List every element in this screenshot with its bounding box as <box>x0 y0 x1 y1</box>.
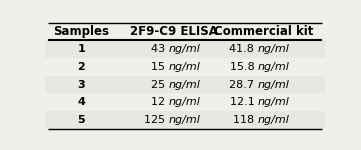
Text: 4: 4 <box>78 97 86 107</box>
Text: ng/ml: ng/ml <box>168 62 200 72</box>
Text: 1: 1 <box>78 44 85 54</box>
Text: 125: 125 <box>144 115 168 125</box>
Text: ng/ml: ng/ml <box>168 80 200 90</box>
FancyBboxPatch shape <box>45 23 325 40</box>
Text: 3: 3 <box>78 80 85 90</box>
Text: ng/ml: ng/ml <box>168 97 200 107</box>
Text: ng/ml: ng/ml <box>258 62 290 72</box>
Text: Samples: Samples <box>53 25 109 38</box>
Text: 15: 15 <box>151 62 168 72</box>
FancyBboxPatch shape <box>45 93 325 111</box>
FancyBboxPatch shape <box>45 40 325 58</box>
Text: 43: 43 <box>151 44 168 54</box>
Text: ng/ml: ng/ml <box>258 97 290 107</box>
FancyBboxPatch shape <box>45 111 325 129</box>
Text: 15.8: 15.8 <box>230 62 258 72</box>
Text: ng/ml: ng/ml <box>168 115 200 125</box>
Text: 2: 2 <box>78 62 85 72</box>
Text: ng/ml: ng/ml <box>258 44 290 54</box>
Text: 28.7: 28.7 <box>229 80 258 90</box>
Text: 12.1: 12.1 <box>230 97 258 107</box>
Text: 118: 118 <box>233 115 258 125</box>
Text: 12: 12 <box>151 97 168 107</box>
Text: 2F9-C9 ELISA: 2F9-C9 ELISA <box>130 25 218 38</box>
FancyBboxPatch shape <box>45 76 325 93</box>
Text: ng/ml: ng/ml <box>258 80 290 90</box>
FancyBboxPatch shape <box>45 58 325 76</box>
Text: ng/ml: ng/ml <box>258 115 290 125</box>
Text: ng/ml: ng/ml <box>168 44 200 54</box>
Text: 41.8: 41.8 <box>229 44 258 54</box>
Text: Commercial kit: Commercial kit <box>214 25 313 38</box>
Text: 25: 25 <box>151 80 168 90</box>
Text: 5: 5 <box>78 115 85 125</box>
